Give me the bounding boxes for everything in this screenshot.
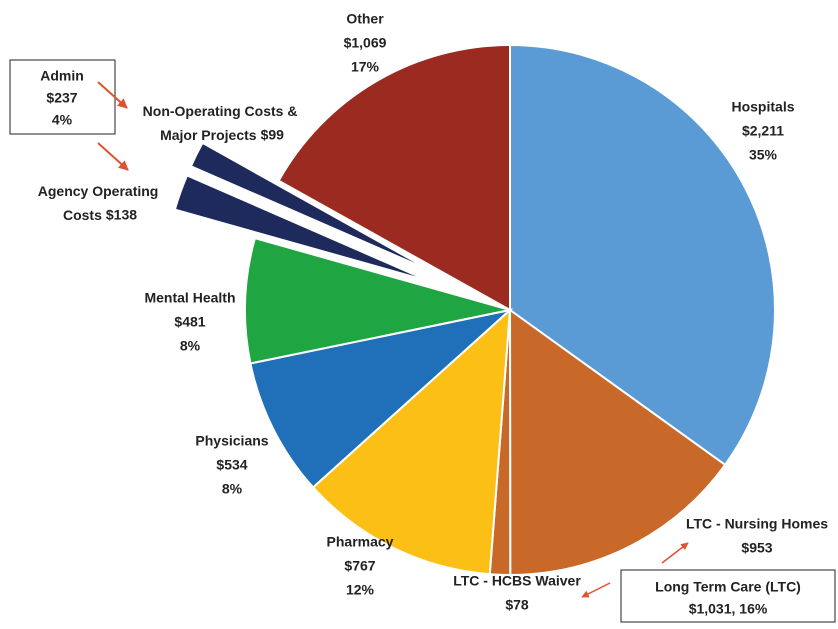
- value-label: $953: [741, 540, 772, 556]
- slice: [173, 174, 431, 283]
- value-label: $2,211: [742, 123, 784, 139]
- label-line: Non-Operating Costs &: [143, 103, 302, 119]
- slice: [249, 308, 514, 489]
- value-label: $1,069: [344, 35, 387, 51]
- value-label: $767: [344, 558, 375, 574]
- percent-label: 8%: [180, 338, 201, 354]
- value-label: $481: [174, 314, 205, 330]
- slice-label: Non-Operating Costs & Major Projects: [143, 103, 302, 143]
- label-line: Costs: [63, 207, 102, 223]
- slice-label: Agency Operating Costs: [38, 183, 162, 223]
- value-label: $99: [261, 127, 285, 143]
- value-label: $78: [505, 597, 529, 613]
- annotation: Admin: [40, 68, 84, 84]
- slice-label: Pharmacy: [327, 534, 394, 550]
- slices: [173, 43, 776, 577]
- value-label: $138: [106, 207, 137, 223]
- slice: [311, 307, 512, 576]
- slice-label: Other: [346, 11, 384, 27]
- slice-label: Physicians: [195, 433, 268, 449]
- annotation: $237: [46, 90, 77, 106]
- percent-label: 12%: [346, 582, 375, 598]
- annotation: 4%: [52, 112, 73, 128]
- arrow: [661, 542, 689, 564]
- slice-label: LTC - Nursing Homes: [686, 516, 828, 532]
- label-line: Major Projects: [160, 127, 257, 143]
- slice: [508, 308, 727, 577]
- admin-box: Admin $237 4%: [9, 59, 116, 135]
- arrow: [97, 81, 128, 109]
- slice: [509, 43, 776, 467]
- annotation: $1,031, 16%: [689, 601, 768, 617]
- annotation: Long Term Care (LTC): [655, 579, 801, 595]
- slice-label: LTC - HCBS Waiver: [453, 573, 581, 589]
- percent-label: 35%: [749, 147, 778, 163]
- slice-label: Hospitals: [731, 99, 794, 115]
- value-label: $534: [216, 457, 247, 473]
- arrow: [97, 142, 129, 171]
- label-line: Agency Operating: [38, 183, 162, 199]
- ltc-box: Long Term Care (LTC) $1,031, 16%: [620, 569, 836, 623]
- arrow: [581, 582, 611, 598]
- slice: [189, 141, 435, 274]
- percent-label: 8%: [222, 481, 243, 497]
- slice: [244, 236, 511, 365]
- slice: [277, 43, 511, 312]
- percent-label: 17%: [351, 59, 380, 75]
- slice-label: Mental Health: [144, 290, 235, 306]
